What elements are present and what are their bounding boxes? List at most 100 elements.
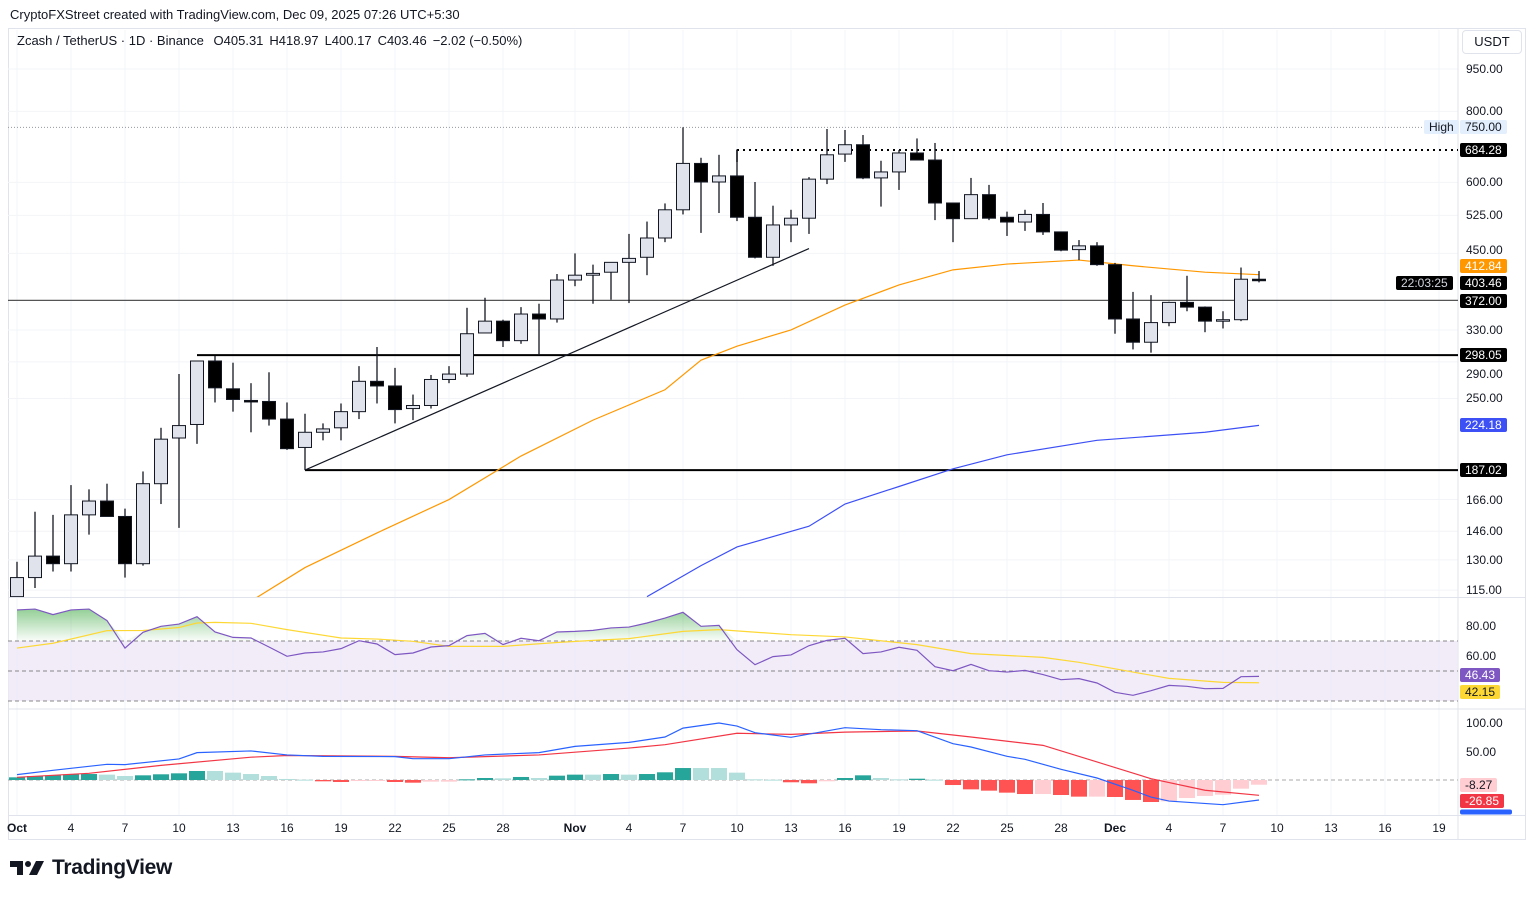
macd-histogram-bar bbox=[819, 780, 835, 782]
candle-body-up bbox=[406, 404, 420, 410]
candle bbox=[172, 374, 186, 528]
macd-histogram-bar bbox=[315, 780, 331, 782]
macd-signal-line bbox=[16, 730, 1260, 796]
sma-short-tag: 412.84 bbox=[1460, 259, 1507, 273]
currency-button[interactable]: USDT bbox=[1462, 30, 1522, 54]
candle bbox=[262, 372, 276, 426]
candle bbox=[820, 128, 834, 185]
macd-histogram-bar bbox=[531, 778, 547, 780]
macd-histogram-bar bbox=[1017, 780, 1033, 795]
time-axis-label: 10 bbox=[730, 821, 744, 835]
time-axis-label: 10 bbox=[1270, 821, 1284, 835]
candle bbox=[982, 184, 996, 221]
macd-axis-label: 100.00 bbox=[1466, 716, 1503, 730]
candle-body-up bbox=[964, 194, 978, 220]
candle-body-up bbox=[874, 171, 888, 179]
tradingview-logo-icon bbox=[10, 861, 44, 875]
candle-body-up bbox=[82, 500, 96, 516]
candle-body-up bbox=[1234, 278, 1248, 321]
macd-histogram-bar bbox=[513, 776, 529, 780]
time-axis-label: 10 bbox=[172, 821, 186, 835]
macd-histogram-bar bbox=[1071, 780, 1087, 797]
candle-body-up bbox=[316, 428, 330, 433]
candle bbox=[424, 374, 438, 409]
candle-body-down bbox=[46, 555, 60, 565]
time-axis-label: Dec bbox=[1103, 821, 1127, 835]
candle bbox=[136, 471, 150, 566]
last-price-tag: 403.46 bbox=[1460, 276, 1507, 290]
candle bbox=[784, 209, 798, 243]
candle-body-down bbox=[1198, 306, 1212, 322]
candle bbox=[838, 129, 852, 162]
macd-histogram-bar bbox=[189, 770, 205, 780]
macd-histogram-bar bbox=[549, 775, 565, 780]
macd-histogram-bar bbox=[495, 778, 511, 780]
candle bbox=[82, 489, 96, 535]
time-axis-label: 16 bbox=[838, 821, 852, 835]
candle-body-up bbox=[460, 333, 474, 375]
candle-body-up bbox=[1018, 213, 1032, 223]
macd-histogram-bar bbox=[45, 775, 61, 780]
candle bbox=[1252, 271, 1266, 283]
macd-histogram-bar bbox=[999, 780, 1015, 793]
candle-body-down bbox=[280, 418, 294, 450]
macd-histogram-bar bbox=[405, 780, 421, 783]
candle-body-down bbox=[1054, 231, 1068, 251]
candle-body-up bbox=[424, 378, 438, 406]
candle-body-up bbox=[676, 162, 690, 211]
candle bbox=[550, 273, 564, 323]
macd-histogram-bar bbox=[1035, 780, 1051, 795]
price-axis-label: 290.00 bbox=[1466, 366, 1503, 381]
macd-histogram-bar bbox=[927, 779, 943, 781]
macd-histogram-bar bbox=[135, 775, 151, 780]
candle-body-up bbox=[64, 514, 78, 565]
symbol-title[interactable]: Zcash / TetherUS · 1D · Binance bbox=[17, 33, 204, 48]
candle bbox=[190, 360, 204, 444]
candle-body-up bbox=[478, 320, 492, 334]
candle bbox=[64, 485, 78, 572]
macd-histogram-bar bbox=[369, 780, 385, 781]
candle bbox=[100, 483, 114, 517]
candle bbox=[298, 413, 312, 471]
candle-body-down bbox=[208, 360, 222, 389]
macd-histogram-bar bbox=[441, 780, 457, 782]
time-axis-label: 13 bbox=[1324, 821, 1338, 835]
candle bbox=[1090, 242, 1104, 266]
macd-histogram-bar bbox=[891, 779, 907, 781]
macd-histogram-bar bbox=[207, 770, 223, 780]
price-axis-label: 600.00 bbox=[1466, 175, 1503, 190]
macd-histogram-tag: -8.27 bbox=[1460, 778, 1498, 792]
candle-body-up bbox=[514, 313, 528, 342]
candle-body-up bbox=[298, 431, 312, 448]
macd-histogram-bar bbox=[1143, 780, 1159, 803]
macd-histogram-bar bbox=[1197, 780, 1213, 796]
price-axis-label: 450.00 bbox=[1466, 243, 1503, 258]
macd-histogram-bar bbox=[765, 779, 781, 781]
macd-histogram-bar bbox=[63, 774, 79, 780]
rsi-axis-label: 80.00 bbox=[1466, 619, 1497, 633]
candle bbox=[802, 177, 816, 234]
candle bbox=[1216, 311, 1230, 329]
candle-body-down bbox=[910, 152, 924, 161]
macd-histogram-bar bbox=[1251, 780, 1267, 785]
candle bbox=[208, 355, 222, 403]
candle bbox=[316, 423, 330, 441]
candle-body-up bbox=[1144, 322, 1158, 343]
macd-histogram-bar bbox=[837, 778, 853, 780]
candle-body-up bbox=[658, 209, 672, 239]
candle-body-up bbox=[838, 144, 852, 155]
high-tag-label: High bbox=[1424, 120, 1459, 135]
tradingview-logo[interactable]: TradingView bbox=[10, 856, 172, 880]
candle bbox=[1000, 211, 1014, 236]
candle bbox=[946, 202, 960, 243]
macd-histogram-bar bbox=[729, 772, 745, 780]
candle-body-down bbox=[1108, 264, 1122, 320]
candle bbox=[1162, 301, 1176, 327]
candle bbox=[1054, 231, 1068, 252]
candle-body-up bbox=[568, 274, 582, 281]
macd-histogram-bar bbox=[1089, 780, 1105, 797]
candle-body-down bbox=[748, 216, 762, 258]
candle-body-up bbox=[712, 175, 726, 183]
candle bbox=[766, 205, 780, 266]
